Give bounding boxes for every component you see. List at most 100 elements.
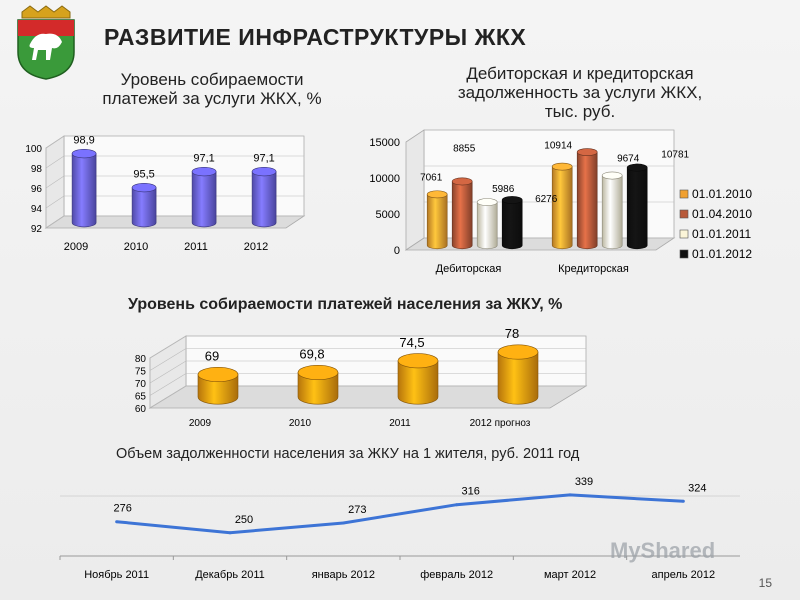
chart2-debts: 0 5000 10000 15000 Дебиторская Кредиторская 70… xyxy=(369,120,752,275)
chart4-xtick-label: Декабрь 2011 xyxy=(195,569,265,581)
chart3-data-label: 69 xyxy=(205,349,219,364)
chart4-xtick-label: Ноябрь 2011 xyxy=(84,569,149,581)
chart2-title-line3: тыс. руб. xyxy=(544,102,616,121)
chart2-ytick-label: 15000 xyxy=(369,137,400,149)
chart1-xtick-label: 2012 xyxy=(244,241,268,253)
chart3-xtick-label: 2009 xyxy=(189,418,212,429)
chart4-data-label: 316 xyxy=(461,486,479,498)
chart1-xtick-label: 2011 xyxy=(184,241,208,253)
chart4-point-3 xyxy=(455,503,459,507)
chart1-title-line2: платежей за услуги ЖКХ, % xyxy=(102,89,322,108)
chart3-ytick-label: 80 xyxy=(135,354,147,365)
chart1-bar-2009 xyxy=(71,148,97,228)
chart1-bar-2010 xyxy=(131,182,157,228)
chart4-xtick-label: апрель 2012 xyxy=(652,569,716,581)
chart2-legend-swatch-2 xyxy=(679,229,689,239)
chart3-ytick-label: 65 xyxy=(135,392,147,403)
chart3-bar-2010 xyxy=(297,364,339,405)
chart1-data-label: 95,5 xyxy=(133,169,154,181)
chart2-legend-label-2: 01.01.2011 xyxy=(692,227,751,241)
chart2-data-label: 8855 xyxy=(453,143,476,154)
chart3-xtick-label: 2011 xyxy=(389,418,411,429)
chart2-ytick-label: 10000 xyxy=(369,173,400,185)
chart1-ytick-label: 94 xyxy=(31,204,43,215)
chart1-gridline-1 xyxy=(45,195,65,209)
coat-of-arms-logo xyxy=(12,4,80,80)
chart1-gridline-0 xyxy=(45,215,65,229)
chart2-data-label: 7061 xyxy=(420,172,443,183)
chart2-data-label: 10781 xyxy=(661,150,689,161)
chart1-xtick-label: 2009 xyxy=(64,241,88,253)
chart2-ytick-label: 0 xyxy=(394,245,400,257)
chart4-data-label: 273 xyxy=(348,504,366,516)
chart1-gridline-2 xyxy=(45,175,65,189)
chart2-bar-Кредиторская-01.01.2010 xyxy=(551,162,573,250)
chart4-data-label: 250 xyxy=(235,514,253,526)
chart2-xtick-label: Дебиторская xyxy=(436,263,502,275)
chart2-data-label: 9674 xyxy=(617,154,640,165)
chart4-debt-per-resident: 276 Ноябрь 2011 250 Декабрь 2011 273 январь 2… xyxy=(59,476,740,581)
chart4-point-4 xyxy=(568,493,572,497)
chart1-ytick-label: 96 xyxy=(31,184,43,195)
chart3-ytick-label: 75 xyxy=(135,367,147,378)
chart1-ytick-label: 100 xyxy=(25,144,42,155)
chart3-title: Уровень собираемости платежей населения … xyxy=(128,296,563,313)
chart3-ytick-label: 70 xyxy=(135,379,147,390)
chart2-data-label: 6276 xyxy=(535,194,558,205)
chart4-data-label: 339 xyxy=(575,476,593,488)
chart2-data-label: 10914 xyxy=(544,141,572,152)
chart3-data-label: 78 xyxy=(505,326,519,341)
chart2-title-line2: задолженность за услуги ЖКХ, xyxy=(457,83,703,102)
chart3-gridline-4 xyxy=(149,335,187,359)
chart1-collection-rate: 92 94 96 98 100 98,9 2009 95,5 2010 97,1 2011 97,1 2… xyxy=(25,135,306,253)
chart1-data-label: 97,1 xyxy=(193,153,214,165)
chart2-bar-Кредиторская-01.01.2012 xyxy=(626,163,648,250)
chart3-gridline-0 xyxy=(149,385,187,409)
chart2-bar-Дебиторская-01.04.2010 xyxy=(451,177,473,250)
chart4-series-line xyxy=(116,493,684,535)
chart2-legend-label-0: 01.01.2010 xyxy=(692,187,752,201)
chart2-title-line1: Дебиторская и кредиторская xyxy=(466,64,694,83)
chart2-legend-swatch-3 xyxy=(679,249,689,259)
chart3-gridline-3 xyxy=(149,348,187,371)
chart3-bar-2011 xyxy=(397,353,439,405)
chart3-data-label: 74,5 xyxy=(399,335,424,350)
chart2-bar-Дебиторская-01.01.2011 xyxy=(476,198,498,250)
chart1-gridline-3 xyxy=(45,155,65,169)
chart3-xtick-label: 2012 прогноз xyxy=(470,418,531,429)
chart2-xtick-label: Кредиторская xyxy=(558,263,629,275)
chart1-title-line1: Уровень собираемости xyxy=(120,70,304,89)
chart2-legend-label-1: 01.04.2010 xyxy=(692,207,752,221)
chart4-point-2 xyxy=(341,521,345,525)
chart4-title: Объем задолженности населения за ЖКУ на … xyxy=(116,446,580,462)
chart1-data-label: 97,1 xyxy=(253,153,274,165)
chart1-xtick-label: 2010 xyxy=(124,241,148,253)
chart4-point-0 xyxy=(115,520,119,524)
chart4-point-1 xyxy=(228,531,232,535)
chart2-bar-Кредиторская-01.04.2010 xyxy=(576,148,598,250)
chart2-legend-label-3: 01.01.2012 xyxy=(692,247,752,261)
chart3-gridline-1 xyxy=(149,373,187,396)
chart4-xtick-label: февраль 2012 xyxy=(420,569,493,581)
chart2-bar-Кредиторская-01.01.2011 xyxy=(601,171,623,250)
chart1-data-label: 98,9 xyxy=(73,135,94,147)
chart1-ytick-label: 98 xyxy=(31,164,43,175)
chart3-bar-2012 прогноз xyxy=(497,344,539,405)
chart2-bar-Дебиторская-01.01.2012 xyxy=(501,196,523,250)
chart1-bar-2011 xyxy=(191,166,217,228)
chart2-ytick-label: 5000 xyxy=(376,209,400,221)
chart2-data-label: 12928 xyxy=(581,120,609,121)
chart4-point-5 xyxy=(681,499,685,503)
chart1-ytick-label: 92 xyxy=(31,224,43,235)
chart1-bar-2012 xyxy=(251,166,277,228)
chart3-gridline-2 xyxy=(149,360,187,384)
slide-number: 15 xyxy=(758,576,772,590)
chart1-title: Уровень собираемости платежей за услуги … xyxy=(62,70,362,108)
chart4-data-label: 276 xyxy=(113,503,131,515)
chart2-legend-swatch-1 xyxy=(679,209,689,219)
page-title: РАЗВИТИЕ ИНФРАСТРУКТУРЫ ЖКХ xyxy=(104,24,527,50)
chart2-title: Дебиторская и кредиторская задолженность… xyxy=(420,64,740,121)
chart1-gridline-4 xyxy=(45,135,65,149)
chart4-xtick-label: март 2012 xyxy=(544,569,596,581)
